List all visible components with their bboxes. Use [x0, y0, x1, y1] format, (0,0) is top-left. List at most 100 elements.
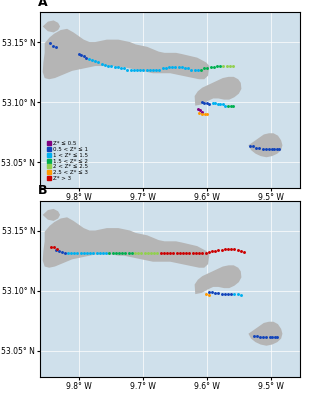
- Point: [167, 64, 171, 71]
- Point: [165, 250, 170, 257]
- Point: [69, 250, 74, 257]
- Point: [200, 250, 205, 257]
- Point: [189, 67, 194, 73]
- Point: [154, 67, 159, 73]
- Point: [160, 65, 165, 72]
- Point: [199, 67, 204, 73]
- Point: [192, 67, 197, 73]
- Polygon shape: [43, 29, 210, 79]
- Point: [272, 334, 277, 340]
- Point: [218, 63, 223, 69]
- Point: [139, 250, 144, 257]
- Point: [47, 40, 52, 47]
- Legend: Z* ≤ 0.5, 0.5 < Z* ≤ 1, 1 < Z* ≤ 1.5, 1.5 < Z* ≤ 2, 2 < Z* ≤ 2.5, 2.5 < Z* ≤ 3, : Z* ≤ 0.5, 0.5 < Z* ≤ 1, 1 < Z* ≤ 1.5, 1.…: [45, 140, 89, 182]
- Point: [251, 333, 256, 339]
- Point: [84, 250, 89, 257]
- Point: [141, 67, 146, 73]
- Point: [62, 250, 67, 257]
- Point: [109, 63, 114, 69]
- Point: [205, 65, 210, 72]
- Point: [195, 67, 200, 73]
- Point: [125, 67, 130, 73]
- Point: [267, 334, 272, 340]
- Point: [206, 292, 211, 298]
- Point: [90, 57, 95, 63]
- Point: [226, 245, 231, 252]
- Point: [210, 248, 214, 254]
- Point: [242, 249, 247, 255]
- Point: [54, 245, 59, 252]
- Point: [251, 143, 256, 150]
- Point: [157, 67, 162, 73]
- Point: [181, 250, 186, 257]
- Point: [96, 59, 101, 66]
- Text: A: A: [38, 0, 47, 8]
- Point: [197, 107, 202, 113]
- Point: [106, 63, 111, 69]
- Point: [264, 334, 269, 340]
- Point: [134, 67, 139, 73]
- Point: [112, 64, 117, 71]
- Point: [219, 291, 224, 297]
- Point: [155, 250, 160, 257]
- Point: [94, 250, 99, 257]
- Point: [257, 334, 262, 340]
- Point: [199, 99, 204, 105]
- Point: [72, 250, 77, 257]
- Point: [104, 250, 109, 257]
- Point: [222, 291, 227, 297]
- Point: [202, 111, 207, 117]
- Point: [81, 53, 86, 60]
- Point: [202, 65, 207, 72]
- Point: [161, 250, 166, 257]
- Point: [116, 250, 121, 257]
- Point: [50, 43, 55, 49]
- Point: [110, 250, 115, 257]
- Point: [216, 290, 221, 296]
- Point: [179, 64, 184, 71]
- Point: [231, 102, 235, 109]
- Point: [274, 146, 279, 152]
- Point: [57, 248, 62, 254]
- Polygon shape: [195, 265, 241, 294]
- Point: [270, 334, 275, 340]
- Point: [214, 63, 219, 69]
- Point: [158, 250, 163, 257]
- Point: [122, 65, 127, 72]
- Point: [97, 250, 102, 257]
- Polygon shape: [195, 77, 241, 105]
- Point: [60, 249, 65, 255]
- Point: [238, 292, 243, 298]
- Point: [206, 288, 211, 295]
- Text: B: B: [38, 184, 47, 197]
- Point: [213, 100, 218, 106]
- Point: [52, 244, 57, 251]
- Point: [102, 62, 107, 68]
- Point: [211, 64, 216, 71]
- Point: [257, 144, 262, 151]
- Point: [118, 65, 123, 72]
- Point: [205, 111, 210, 117]
- Point: [93, 58, 98, 65]
- Point: [65, 250, 70, 257]
- Point: [197, 109, 201, 116]
- Point: [263, 146, 268, 152]
- Polygon shape: [43, 209, 60, 221]
- Point: [133, 250, 138, 257]
- Point: [128, 67, 133, 73]
- Point: [113, 250, 118, 257]
- Point: [229, 245, 234, 252]
- Point: [238, 248, 243, 254]
- Point: [49, 244, 53, 251]
- Point: [215, 101, 220, 107]
- Point: [203, 291, 208, 297]
- Point: [170, 64, 175, 71]
- Point: [152, 250, 157, 257]
- Point: [76, 51, 81, 57]
- Point: [231, 63, 235, 69]
- Point: [88, 250, 93, 257]
- Point: [229, 291, 234, 297]
- Point: [187, 250, 192, 257]
- Point: [190, 250, 195, 257]
- Point: [223, 102, 228, 109]
